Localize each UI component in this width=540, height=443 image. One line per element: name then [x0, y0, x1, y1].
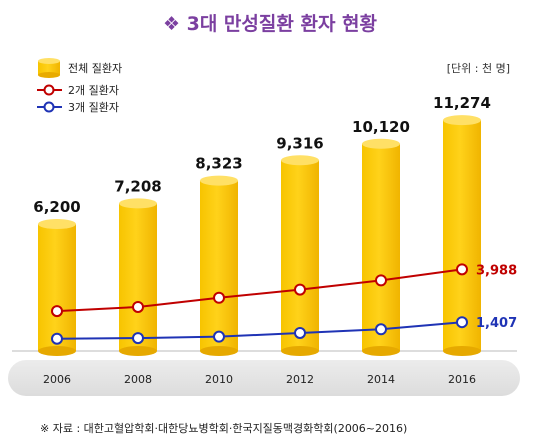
bar-bottom-cap [119, 346, 157, 356]
source-note: ※ 자료 : 대한고혈압학회·대한당뇨병학회·한국지질동맥경화학회(2006~2… [40, 421, 407, 435]
series-path [56, 268, 463, 313]
legend-label-two: 2개 질환자 [68, 84, 119, 97]
bar-top-cap [362, 138, 400, 149]
x-tick-label: 2006 [43, 373, 71, 386]
series-point [456, 263, 468, 276]
x-ticks-group: 2006 2008 2010 2012 2014 2016 [43, 373, 476, 386]
series-point [375, 323, 387, 336]
bar-body [443, 120, 481, 351]
bar-body [200, 180, 238, 351]
bar-value-label: 10,120 [352, 118, 410, 136]
bar-body [38, 224, 76, 351]
series-point [294, 326, 306, 339]
bar-value-label: 7,208 [114, 177, 161, 195]
legend-label-three: 3개 질환자 [68, 101, 119, 114]
chart-title: ❖ 3대 만성질환 환자 현황 [163, 12, 378, 35]
series-point [132, 300, 144, 313]
legend-line-blue [37, 101, 62, 113]
bar-top-cap [281, 155, 319, 166]
bar-value-label: 8,323 [195, 155, 242, 173]
bar-bottom-cap [200, 346, 238, 356]
x-tick-label: 2012 [286, 373, 314, 386]
bar-top-cap [38, 219, 76, 230]
bar-labels-group: 6,200 7,208 8,323 9,316 10,120 11,274 [33, 94, 491, 216]
x-tick-label: 2014 [367, 373, 395, 386]
series-point [213, 291, 225, 304]
series-point [294, 283, 306, 296]
series-point [213, 330, 225, 343]
series-point [375, 274, 387, 287]
bar-body [362, 143, 400, 351]
bar-body [119, 203, 157, 351]
bar-2014 [362, 138, 400, 356]
bar-body [281, 160, 319, 351]
legend-line-red [37, 84, 62, 96]
series-line-two: 3,988 [51, 263, 517, 318]
bar-bottom-cap [362, 346, 400, 356]
series-end-label: 1,407 [476, 316, 517, 331]
x-axis-band [8, 360, 520, 396]
series-line-three: 1,407 [51, 316, 517, 345]
series-point [132, 332, 144, 345]
lines-group: 3,988 1,407 [51, 263, 517, 345]
x-tick-label: 2010 [205, 373, 233, 386]
bar-top-cap [200, 175, 238, 186]
legend-label-total: 전체 질환자 [68, 62, 122, 75]
bar-top-cap [119, 198, 157, 209]
bar-value-label: 9,316 [276, 134, 323, 152]
bar-2016 [443, 115, 481, 356]
bar-2008 [119, 198, 157, 356]
series-path [56, 321, 463, 340]
bar-2006 [38, 219, 76, 356]
unit-label: [단위 : 천 명] [447, 61, 510, 75]
series-point [51, 305, 63, 318]
bar-value-label: 6,200 [33, 198, 80, 216]
bar-2010 [200, 175, 238, 356]
bars-group [38, 115, 481, 356]
bar-value-label: 11,274 [433, 94, 491, 112]
bar-bottom-cap [38, 346, 76, 356]
series-point [456, 316, 468, 329]
bar-top-cap [443, 115, 481, 126]
series-point [51, 332, 63, 345]
legend: 전체 질환자 2개 질환자 3개 질환자 [37, 58, 122, 114]
legend-bar-swatch [38, 58, 60, 78]
bar-bottom-cap [281, 346, 319, 356]
x-tick-label: 2008 [124, 373, 152, 386]
series-end-label: 3,988 [476, 263, 517, 278]
x-tick-label: 2016 [448, 373, 476, 386]
bar-2012 [281, 155, 319, 356]
bar-bottom-cap [443, 346, 481, 356]
